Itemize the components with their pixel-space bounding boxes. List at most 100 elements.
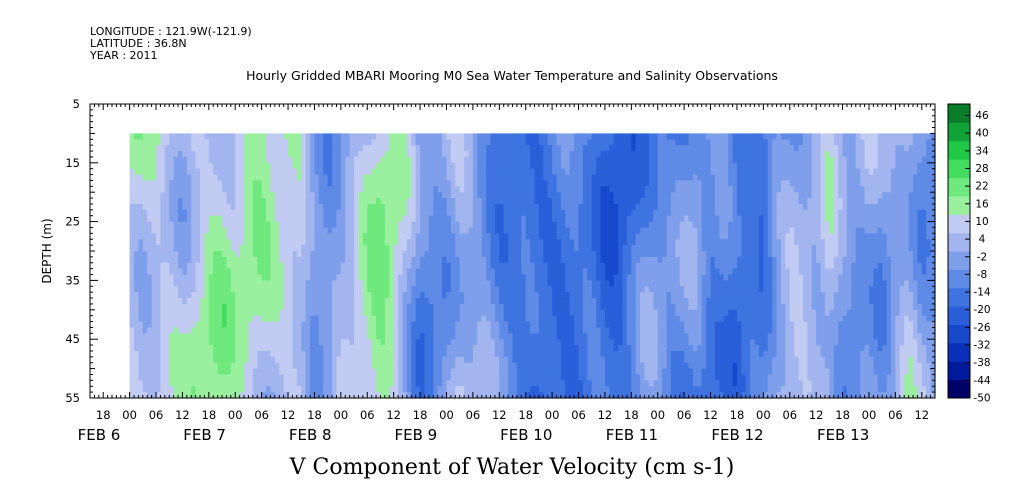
heatmap-cell	[525, 368, 531, 376]
heatmap-cell	[142, 186, 148, 193]
heatmap-cell	[538, 174, 544, 182]
heatmap-cell	[428, 203, 434, 211]
heatmap-cell	[468, 303, 474, 311]
heatmap-cell	[336, 392, 342, 399]
heatmap-cell	[565, 203, 571, 211]
heatmap-cell	[332, 303, 338, 311]
heatmap-cell	[486, 245, 492, 252]
heatmap-cell	[178, 392, 184, 399]
heatmap-cell	[292, 392, 298, 399]
heatmap-cell	[384, 303, 390, 311]
heatmap-cell	[345, 315, 351, 323]
heatmap-cell	[521, 133, 527, 140]
heatmap-cell	[508, 280, 514, 287]
heatmap-cell	[486, 133, 492, 140]
heatmap-cell	[552, 286, 558, 293]
heatmap-cell	[318, 380, 324, 387]
heatmap-cell	[538, 168, 544, 176]
heatmap-cell	[151, 151, 157, 158]
heatmap-cell	[178, 227, 184, 234]
heatmap-cell	[477, 292, 483, 299]
heatmap-cell	[459, 339, 465, 346]
heatmap-cell	[151, 156, 157, 164]
heatmap-cell	[516, 286, 522, 293]
heatmap-cell	[472, 151, 478, 158]
heatmap-cell	[213, 327, 219, 334]
heatmap-cell	[446, 156, 452, 164]
heatmap-cell	[424, 174, 430, 182]
heatmap-cell	[393, 362, 399, 370]
heatmap-cell	[178, 362, 184, 370]
heatmap-cell	[252, 209, 258, 217]
heatmap-field	[129, 133, 936, 399]
heatmap-cell	[244, 339, 250, 346]
heatmap-cell	[481, 321, 487, 329]
heatmap-cell	[556, 374, 562, 381]
heatmap-cell	[235, 227, 241, 234]
heatmap-cell	[613, 133, 619, 140]
heatmap-cell	[552, 327, 558, 334]
heatmap-cell	[556, 145, 562, 152]
heatmap-cell	[477, 309, 483, 317]
heatmap-cell	[288, 245, 294, 252]
heatmap-cell	[244, 392, 250, 399]
heatmap-cell	[327, 321, 333, 329]
heatmap-cell	[169, 186, 175, 193]
heatmap-cell	[283, 209, 289, 217]
heatmap-cell	[609, 227, 615, 234]
heatmap-cell	[499, 380, 505, 387]
heatmap-cell	[296, 309, 302, 317]
heatmap-cell	[213, 233, 219, 240]
heatmap-cell	[349, 345, 355, 352]
heatmap-cell	[204, 327, 210, 334]
heatmap-cell	[503, 192, 509, 199]
heatmap-cell	[261, 268, 267, 276]
heatmap-cell	[305, 268, 311, 276]
heatmap-cell	[446, 327, 452, 334]
heatmap-cell	[288, 321, 294, 329]
heatmap-cell	[442, 145, 448, 152]
heatmap-cell	[186, 327, 192, 334]
heatmap-cell	[477, 251, 483, 258]
heatmap-cell	[195, 386, 201, 393]
heatmap-cell	[411, 162, 417, 170]
heatmap-cell	[613, 333, 619, 340]
heatmap-cell	[305, 327, 311, 334]
heatmap-cell	[204, 245, 210, 252]
heatmap-cell	[402, 274, 408, 281]
heatmap-cell	[433, 215, 439, 223]
heatmap-cell	[578, 327, 584, 334]
heatmap-cell	[349, 215, 355, 223]
heatmap-cell	[156, 180, 162, 187]
heatmap-cell	[270, 380, 276, 387]
heatmap-cell	[530, 221, 536, 229]
heatmap-cell	[415, 350, 421, 358]
heatmap-cell	[332, 380, 338, 387]
heatmap-cell	[499, 180, 505, 187]
heatmap-cell	[186, 227, 192, 234]
heatmap-cell	[494, 356, 500, 364]
heatmap-cell	[494, 227, 500, 234]
heatmap-cell	[591, 380, 597, 387]
heatmap-cell	[164, 256, 170, 264]
heatmap-cell	[336, 274, 342, 281]
heatmap-cell	[323, 386, 329, 393]
heatmap-cell	[200, 198, 206, 205]
heatmap-cell	[270, 303, 276, 311]
heatmap-cell	[248, 356, 254, 364]
heatmap-cell	[371, 274, 377, 281]
heatmap-cell	[455, 386, 461, 393]
heatmap-cell	[578, 133, 584, 140]
heatmap-cell	[450, 298, 456, 305]
heatmap-cell	[156, 239, 162, 246]
heatmap-cell	[204, 174, 210, 182]
heatmap-cell	[450, 262, 456, 270]
heatmap-cell	[503, 203, 509, 211]
heatmap-cell	[310, 339, 316, 346]
heatmap-cell	[486, 309, 492, 317]
heatmap-cell	[587, 174, 593, 182]
heatmap-cell	[173, 339, 179, 346]
heatmap-cell	[252, 315, 258, 323]
heatmap-cell	[142, 227, 148, 234]
heatmap-cell	[283, 251, 289, 258]
